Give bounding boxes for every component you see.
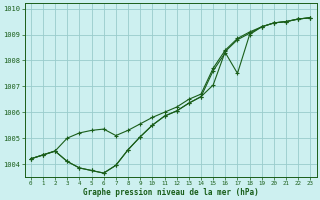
X-axis label: Graphe pression niveau de la mer (hPa): Graphe pression niveau de la mer (hPa) (83, 188, 259, 197)
